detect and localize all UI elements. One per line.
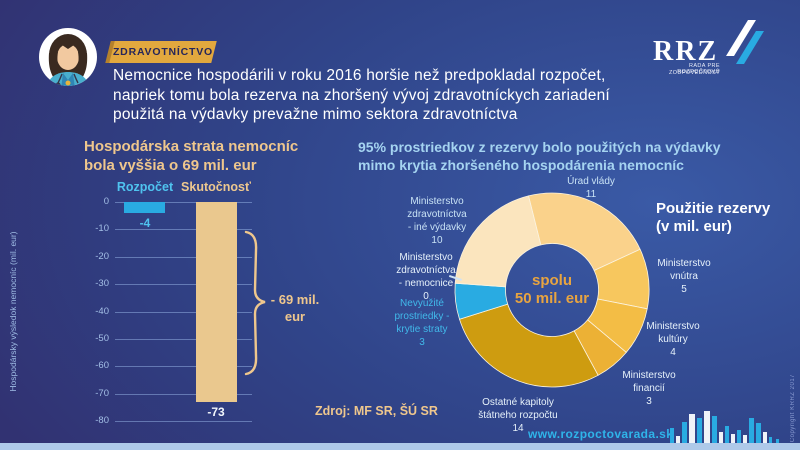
bar-rozpocet (124, 202, 165, 213)
difference-brace (244, 230, 266, 376)
gridline (115, 366, 252, 368)
gridline (115, 421, 252, 422)
segment-label-ministerstvo-vnutra: Ministerstvo vnútra 5 (657, 257, 710, 296)
donut-chart (454, 192, 650, 388)
bar-chart-title: Hospodárska strata nemocníc bola vyššia … (84, 138, 299, 174)
gridline (115, 311, 252, 313)
bar-value-rozpocet: -4 (139, 215, 151, 230)
segment-value: 4 (670, 347, 676, 358)
bottom-accent-strip (0, 443, 800, 450)
source-citation: Zdroj: MF SR, ŠÚ SR (315, 404, 438, 418)
segment-label-ministerstvo-kultury: Ministerstvo kultúry 4 (646, 320, 699, 359)
y-tick-label: -50 (95, 332, 109, 344)
segment-value: 3 (646, 396, 652, 407)
bar-category-label-skutocnost: Skutočnosť (181, 180, 251, 194)
bar-chart-plot-area: 0 -10 -20 -30 -40 -50 -60 -70 -80 (95, 196, 252, 426)
page-title: Nemocnice hospodárili v roku 2016 horšie… (113, 67, 610, 123)
bar-chart-y-axis-label: Hospodársky výsledok nemocníc (mil. eur) (8, 231, 18, 392)
donut-chart-title: 95% prostriedkov z rezervy bolo použitýc… (358, 139, 721, 173)
segment-value: 10 (431, 235, 443, 246)
y-tick-label: -10 (95, 223, 109, 235)
segment-value: 0 (423, 291, 429, 302)
segment-label-mz-ine-vydavky: Ministerstvo zdravotníctva - iné výdavky… (407, 195, 466, 247)
gridline (115, 256, 252, 258)
y-tick-label: -70 (95, 387, 109, 399)
segment-label-mz-nemocnice: Ministerstvo zdravotníctva - nemocnice 0 (396, 251, 455, 303)
nurse-avatar-icon (39, 28, 97, 86)
y-tick-label: 0 (103, 196, 109, 207)
segment-value: 3 (419, 337, 425, 348)
skyline-bars-decoration (670, 411, 779, 444)
y-tick-label: -30 (95, 278, 109, 290)
y-tick-label: -20 (95, 250, 109, 262)
donut-segment (454, 195, 542, 288)
topic-badge-label: ZDRAVOTNÍCTVO (112, 46, 214, 58)
segment-label-ministerstvo-financii: Ministerstvo financií 3 (622, 369, 675, 408)
segment-label-text: Nevyužité prostriedky - krytie straty (394, 298, 450, 335)
bar-skutocnost (196, 202, 237, 402)
segment-label-text: Úrad vlády (567, 176, 615, 187)
donut-center-label: spolu 50 mil. eur (514, 272, 590, 307)
y-tick-label: -80 (95, 415, 109, 426)
gridline (115, 229, 252, 231)
segment-label-ostatne-kapitoly: Ostatné kapitoly štátneho rozpočtu 14 (478, 396, 558, 435)
gridline (115, 393, 252, 395)
y-tick-label: -40 (95, 305, 109, 317)
gridline (115, 284, 252, 286)
segment-label-urad-vlady: Úrad vlády 11 (567, 175, 615, 201)
rrz-logo-text: RRZ (653, 36, 719, 67)
donut-segment (528, 192, 641, 272)
donut-segment (458, 303, 599, 388)
segment-label-text: Ministerstvo vnútra (657, 258, 711, 282)
bar-value-skutocnost: -73 (207, 404, 225, 419)
segment-label-text: Ministerstvo kultúry (646, 321, 700, 345)
bar-category-label-rozpocet: Rozpočet (116, 180, 174, 194)
segment-label-text: Ministerstvo zdravotníctva - iné výdavky (407, 196, 467, 233)
segment-label-text: Ostatné kapitoly štátneho rozpočtu (478, 397, 558, 421)
website-link[interactable]: www.rozpoctovarada.sk (528, 427, 674, 441)
segment-value: 14 (512, 423, 524, 434)
segment-value: 5 (681, 284, 687, 295)
topic-badge: ZDRAVOTNÍCTVO (109, 41, 217, 63)
donut-legend-title: Použitie rezervy (v mil. eur) (656, 200, 771, 235)
gridline (115, 202, 252, 203)
segment-value: 11 (585, 189, 597, 200)
gridline (115, 338, 252, 340)
rrz-logo-tagline-1: RADA PRE ROZPOČTOVÚ (677, 63, 720, 75)
copyright-note: Copyright KRRZ 2017 (790, 373, 796, 442)
segment-label-text: Ministerstvo financií (622, 370, 676, 394)
rrz-logo-tagline-2: ZODPOVEDNOSŤ (669, 70, 720, 76)
segment-label-text: Ministerstvo zdravotníctva - nemocnice (396, 252, 456, 289)
y-tick-label: -60 (95, 360, 109, 372)
difference-annotation: - 69 mil. eur (270, 292, 320, 324)
segment-label-nevyuzite-prostriedky: Nevyužité prostriedky - krytie straty 3 (394, 297, 449, 349)
rrz-logo-mark-icon (726, 20, 764, 64)
